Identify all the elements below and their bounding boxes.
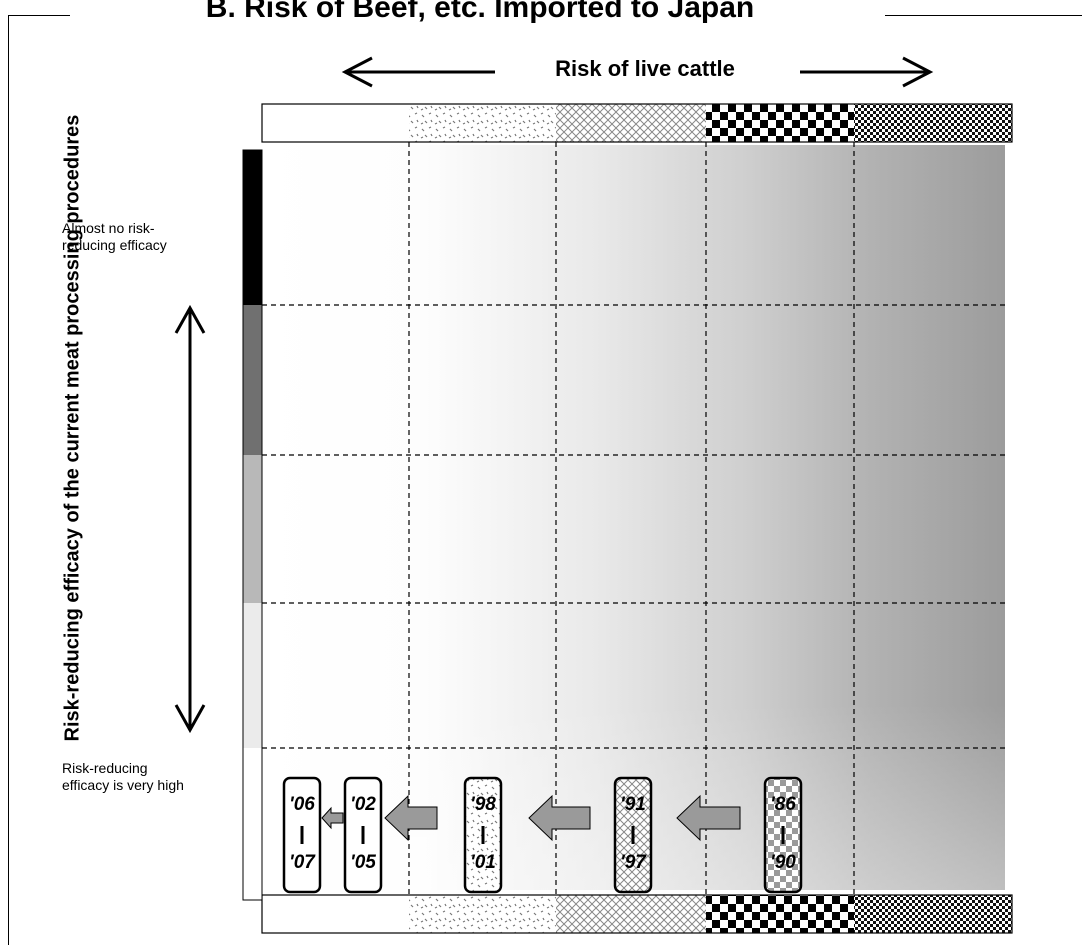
diagram-title: B. Risk of Beef, etc. Imported to Japan: [205, 0, 755, 24]
transition-arrow-86-to-91: [676, 794, 741, 842]
period-86-90-end: '90: [770, 852, 796, 873]
period-91-97-end: '97: [620, 852, 647, 873]
period-06-07-end: '07: [289, 852, 316, 873]
period-98-01-end: '01: [470, 852, 496, 873]
x-axis-arrow: [341, 56, 934, 88]
note-low-efficacy: Almost no risk-reducing efficacy: [62, 220, 167, 253]
transition-arrow-98-to-02: [384, 794, 438, 842]
x-axis-label: Risk of live cattle: [555, 56, 735, 81]
dashed-grid: [262, 142, 1008, 895]
transition-arrow-02-to-06: [321, 806, 344, 830]
efficacy-legend-bar: [242, 149, 263, 901]
period-02-05-start: '02: [350, 794, 376, 815]
period-91-97-start: '91: [620, 794, 646, 815]
frame-line-left: [8, 15, 9, 945]
frame-line-top-right: [885, 15, 1082, 16]
risk-legend-top: [261, 103, 1013, 143]
period-98-01-start: '98: [470, 794, 496, 815]
note-high-efficacy: Risk-reducing efficacy is very high: [62, 760, 184, 793]
y-axis-arrow: [174, 304, 206, 734]
risk-legend-bottom: [261, 894, 1013, 934]
transition-arrow-91-to-98: [528, 794, 591, 842]
period-86-90-start: '86: [770, 794, 796, 815]
period-06-07-start: '06: [289, 794, 315, 815]
period-02-05-end: '05: [350, 852, 376, 873]
frame-line-top-left: [8, 15, 70, 16]
